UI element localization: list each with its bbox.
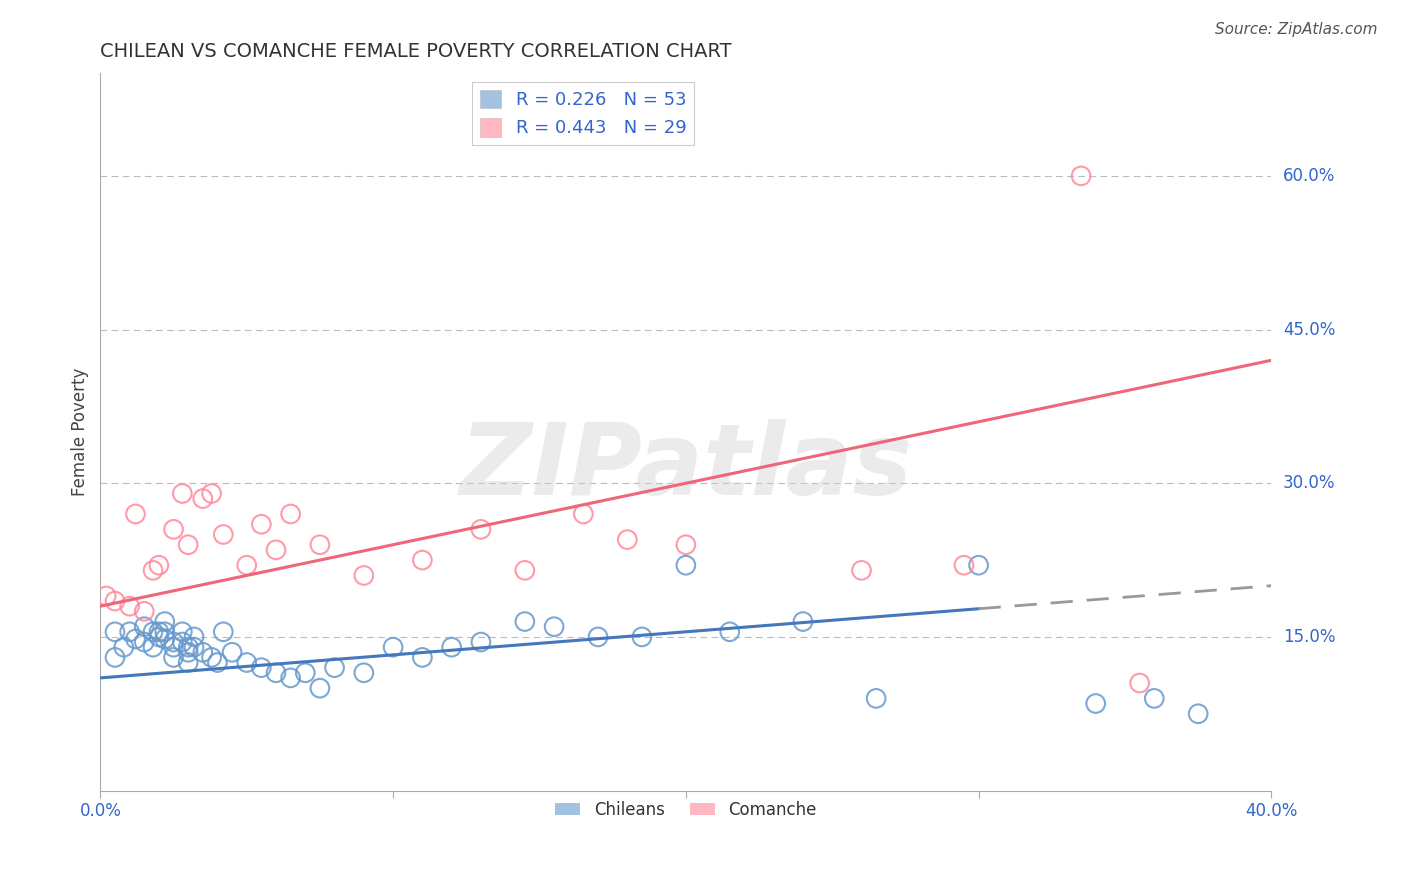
Point xyxy=(264,542,287,557)
Point xyxy=(440,640,463,655)
Text: 15.0%: 15.0% xyxy=(1284,628,1336,646)
Text: Source: ZipAtlas.com: Source: ZipAtlas.com xyxy=(1215,22,1378,37)
Point xyxy=(148,630,170,644)
Point xyxy=(177,645,200,659)
Text: 60.0%: 60.0% xyxy=(1284,167,1336,185)
Point xyxy=(264,665,287,680)
Point xyxy=(183,630,205,644)
Text: 30.0%: 30.0% xyxy=(1284,475,1336,492)
Point xyxy=(172,624,194,639)
Point xyxy=(134,604,156,618)
Point xyxy=(104,594,127,608)
Point xyxy=(172,486,194,500)
Point xyxy=(513,615,536,629)
Point xyxy=(353,568,375,582)
Point xyxy=(162,640,184,655)
Point xyxy=(207,656,229,670)
Point xyxy=(221,645,243,659)
Point xyxy=(183,640,205,655)
Point xyxy=(250,517,273,532)
Point xyxy=(250,660,273,674)
Point xyxy=(1187,706,1209,721)
Point xyxy=(675,558,697,573)
Point xyxy=(616,533,638,547)
Point xyxy=(104,624,127,639)
Point xyxy=(586,630,609,644)
Point xyxy=(104,650,127,665)
Point xyxy=(148,558,170,573)
Point xyxy=(470,522,492,536)
Point xyxy=(323,660,346,674)
Point xyxy=(200,650,222,665)
Point xyxy=(1129,676,1152,690)
Y-axis label: Female Poverty: Female Poverty xyxy=(72,368,89,496)
Point xyxy=(792,615,814,629)
Point xyxy=(153,632,176,646)
Point xyxy=(718,624,741,639)
Point xyxy=(865,691,887,706)
Point xyxy=(162,650,184,665)
Point xyxy=(172,635,194,649)
Point xyxy=(148,624,170,639)
Point xyxy=(153,624,176,639)
Text: 45.0%: 45.0% xyxy=(1284,320,1336,339)
Point xyxy=(162,522,184,536)
Point xyxy=(572,507,595,521)
Point xyxy=(177,538,200,552)
Point xyxy=(162,635,184,649)
Point xyxy=(177,656,200,670)
Point xyxy=(177,640,200,655)
Point xyxy=(675,538,697,552)
Point xyxy=(967,558,990,573)
Point xyxy=(309,681,332,695)
Point xyxy=(191,491,214,506)
Point xyxy=(1143,691,1166,706)
Point xyxy=(200,486,222,500)
Point xyxy=(191,645,214,659)
Point xyxy=(124,507,146,521)
Point xyxy=(411,650,433,665)
Point xyxy=(142,563,165,577)
Text: CHILEAN VS COMANCHE FEMALE POVERTY CORRELATION CHART: CHILEAN VS COMANCHE FEMALE POVERTY CORRE… xyxy=(100,42,733,61)
Point xyxy=(1084,697,1107,711)
Point xyxy=(112,640,135,655)
Point xyxy=(134,635,156,649)
Text: ZIPatlas: ZIPatlas xyxy=(460,419,912,516)
Point xyxy=(124,632,146,646)
Point xyxy=(118,624,141,639)
Legend: Chileans, Comanche: Chileans, Comanche xyxy=(548,794,823,825)
Point xyxy=(953,558,976,573)
Point xyxy=(470,635,492,649)
Point xyxy=(309,538,332,552)
Point xyxy=(631,630,654,644)
Point xyxy=(212,624,235,639)
Point xyxy=(142,624,165,639)
Point xyxy=(280,671,302,685)
Point xyxy=(142,640,165,655)
Point xyxy=(851,563,873,577)
Point xyxy=(235,656,257,670)
Point xyxy=(280,507,302,521)
Point xyxy=(411,553,433,567)
Point xyxy=(134,620,156,634)
Point xyxy=(543,620,565,634)
Point xyxy=(96,589,118,603)
Point xyxy=(118,599,141,614)
Point xyxy=(235,558,257,573)
Point xyxy=(513,563,536,577)
Point xyxy=(294,665,316,680)
Point xyxy=(382,640,405,655)
Point xyxy=(212,527,235,541)
Point xyxy=(153,615,176,629)
Point xyxy=(1070,169,1092,183)
Point xyxy=(353,665,375,680)
